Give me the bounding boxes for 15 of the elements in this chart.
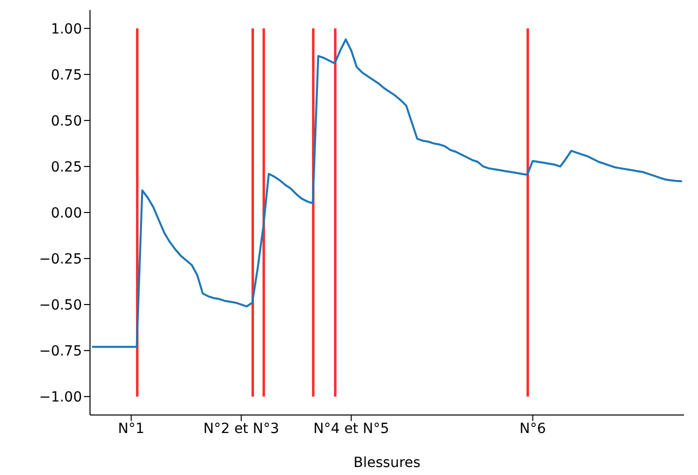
y-tick-label: 0.75 [50, 67, 82, 84]
x-tick-label: N°4 et N°5 [313, 420, 390, 437]
line-series [92, 38, 682, 348]
x-tick-label: N°2 et N°3 [203, 420, 280, 437]
y-tick-label: 1.00 [50, 21, 82, 38]
y-tick-label: 0.50 [50, 113, 82, 130]
y-tick-label: 0.25 [50, 159, 82, 176]
y-tick-label: 0.00 [50, 205, 82, 222]
x-tick-label: N°1 [118, 420, 144, 437]
x-axis-title: Blessures [354, 455, 420, 471]
y-tick-label: −0.25 [39, 251, 82, 268]
y-tick-label: −0.50 [39, 298, 82, 314]
y-tick-label: −1.00 [39, 390, 82, 406]
x-tick-label: N°6 [520, 420, 546, 437]
y-tick-label: −0.75 [39, 344, 82, 360]
